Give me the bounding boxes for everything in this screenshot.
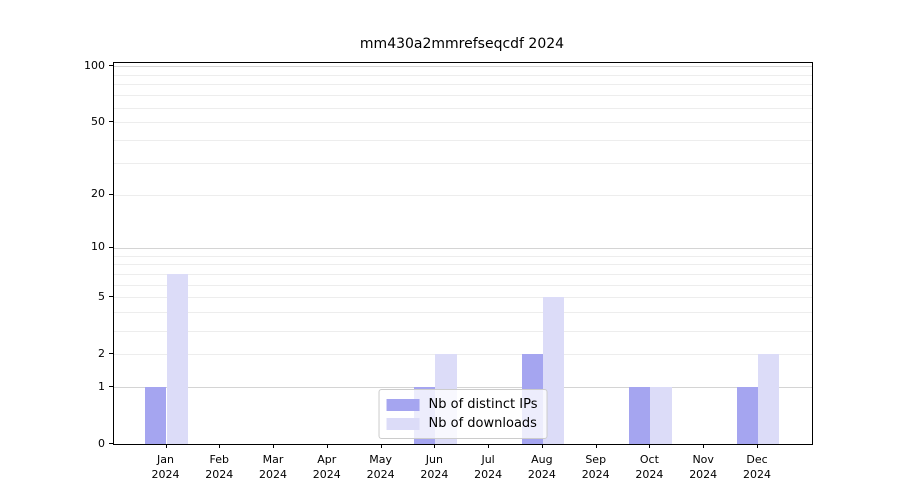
x-tick-label-dec: Dec 2024 — [743, 453, 771, 481]
x-tick-dec — [757, 444, 758, 448]
x-tick-label-feb: Feb 2024 — [205, 453, 234, 481]
x-tick-label-aug: Aug 2024 — [527, 453, 556, 481]
legend-label-distinct-ips: Nb of distinct IPs — [428, 397, 538, 412]
legend-swatch-distinct-ips — [386, 398, 420, 411]
chart-title: mm430a2mmrefseqcdf 2024 — [359, 36, 565, 52]
plot-area: Nb of distinct IPs Nb of downloads — [113, 62, 813, 445]
gridline-minor-3 — [114, 330, 812, 332]
x-tick-jan — [165, 444, 167, 448]
bar-downloads-oct — [650, 387, 672, 444]
gridline-minor-20 — [114, 194, 812, 196]
gridline-minor-4 — [114, 312, 812, 314]
x-tick-jul — [488, 444, 490, 448]
gridline-minor-7 — [114, 273, 812, 275]
x-tick-label-sep: Sep 2024 — [581, 453, 610, 481]
legend-label-downloads: Nb of downloads — [428, 416, 537, 431]
x-tick-nov — [703, 444, 705, 448]
y-tick-label-5: 5 — [98, 289, 105, 303]
gridline-major-100 — [114, 66, 812, 68]
x-tick-label-nov: Nov 2024 — [689, 453, 718, 481]
x-tick-apr — [326, 444, 328, 448]
bar-downloads-jan — [166, 273, 188, 444]
y-tick-20 — [109, 193, 113, 195]
bar-distinct-ips-dec — [736, 387, 758, 444]
gridline-minor-8 — [114, 264, 812, 266]
bar-distinct-ips-jan — [145, 387, 167, 444]
legend: Nb of distinct IPs Nb of downloads — [378, 389, 548, 439]
gridline-major-1 — [114, 387, 812, 389]
y-tick-label-0: 0 — [98, 436, 105, 450]
y-tick-10 — [109, 246, 113, 248]
y-tick-label-1: 1 — [98, 379, 105, 393]
gridline-minor-30 — [114, 162, 812, 164]
x-tick-label-jul: Jul 2024 — [474, 453, 503, 481]
gridline-major-10 — [114, 247, 812, 249]
y-tick-label-10: 10 — [91, 240, 105, 254]
y-tick-50 — [109, 121, 113, 123]
y-tick-1 — [109, 386, 113, 388]
gridline-minor-9 — [114, 255, 812, 257]
gridline-minor-80 — [114, 84, 812, 86]
x-tick-sep — [595, 444, 597, 448]
y-tick-label-20: 20 — [91, 187, 105, 201]
x-tick-label-apr: Apr 2024 — [312, 453, 341, 481]
y-tick-label-100: 100 — [84, 58, 105, 72]
gridline-minor-50 — [114, 122, 812, 124]
bar-downloads-dec — [758, 354, 780, 444]
gridline-minor-6 — [114, 284, 812, 286]
x-tick-label-mar: Mar 2024 — [259, 453, 287, 481]
bar-distinct-ips-oct — [629, 387, 651, 444]
y-tick-label-50: 50 — [91, 114, 105, 128]
y-tick-0 — [109, 443, 113, 444]
x-tick-oct — [649, 444, 651, 448]
gridline-minor-40 — [114, 140, 812, 141]
legend-swatch-downloads — [386, 417, 420, 430]
x-tick-feb — [219, 444, 221, 448]
y-tick-100 — [109, 65, 113, 67]
y-tick-2 — [109, 353, 113, 355]
x-tick-label-may: May 2024 — [366, 453, 395, 481]
x-tick-aug — [541, 444, 543, 448]
bar-downloads-aug — [542, 297, 565, 444]
x-tick-label-jan: Jan 2024 — [151, 453, 180, 481]
x-tick-jun — [434, 444, 436, 448]
gridline-minor-60 — [114, 107, 812, 109]
gridline-minor-90 — [114, 74, 812, 76]
x-tick-mar — [273, 444, 274, 448]
x-tick-label-oct: Oct 2024 — [635, 453, 664, 481]
x-tick-label-jun: Jun 2024 — [420, 453, 449, 481]
gridline-minor-70 — [114, 95, 812, 96]
y-tick-5 — [109, 296, 113, 298]
y-tick-label-2: 2 — [98, 346, 105, 360]
legend-entry-distinct-ips: Nb of distinct IPs — [386, 395, 538, 414]
x-tick-may — [380, 444, 382, 448]
gridline-minor-2 — [114, 354, 812, 356]
gridline-minor-5 — [114, 297, 812, 299]
legend-entry-downloads: Nb of downloads — [386, 414, 538, 433]
